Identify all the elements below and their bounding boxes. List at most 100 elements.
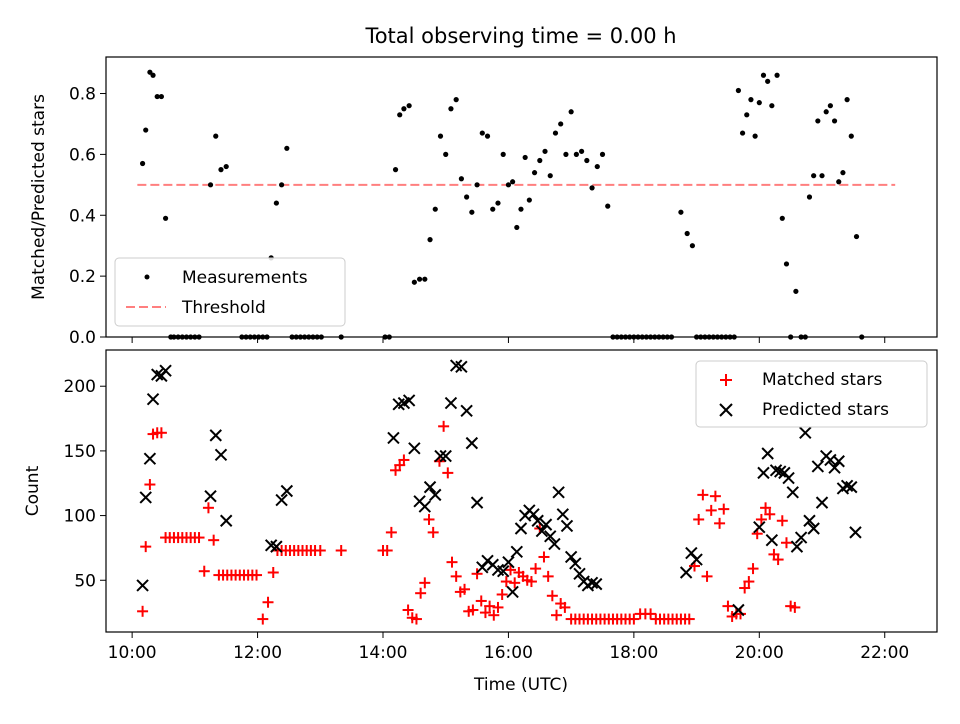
legend-measurements-label: Measurements: [182, 268, 308, 288]
predicted-star-marker: [220, 514, 233, 527]
measurement-point: [752, 133, 758, 139]
measurement-point: [223, 163, 229, 170]
matched-star-marker: [438, 420, 450, 432]
measurement-point: [819, 173, 825, 179]
top-y-tick-label: 0.4: [69, 206, 96, 226]
matched-star-marker: [718, 503, 730, 515]
matched-star-marker: [546, 590, 558, 602]
measurement-point: [514, 224, 520, 231]
measurement-point: [143, 127, 149, 133]
matched-star-marker: [257, 613, 269, 625]
measurement-point: [273, 200, 279, 206]
top-panel: Total observing time = 0.00 h Matched/Pr…: [29, 24, 938, 348]
top-legend: Measurements Threshold: [114, 257, 346, 327]
matched-star-marker: [722, 600, 734, 612]
measurement-point: [526, 197, 532, 203]
measurement-point: [563, 151, 569, 157]
measurement-point: [469, 209, 475, 215]
matched-star-marker: [509, 577, 521, 589]
predicted-star-marker: [527, 508, 540, 521]
matched-star-marker: [683, 613, 695, 625]
predicted-star-marker: [510, 545, 524, 559]
measurement-point: [689, 243, 696, 249]
measurement-point: [605, 203, 611, 209]
matched-star-marker: [198, 565, 210, 577]
matched-star-marker: [202, 502, 214, 514]
bottom-x-tick-label: 10:00: [108, 643, 157, 663]
matched-star-marker: [500, 576, 512, 588]
measurement-point: [495, 200, 501, 206]
predicted-star-marker: [506, 585, 519, 599]
measurement-point: [422, 276, 428, 282]
measurement-point: [779, 215, 785, 221]
predicted-star-marker: [548, 537, 561, 551]
predicted-star-marker: [429, 488, 442, 502]
matched-star-marker: [415, 587, 427, 599]
measurement-point: [401, 106, 407, 112]
predicted-star-marker: [387, 431, 400, 445]
predicted-star-marker: [531, 514, 544, 527]
matched-star-marker: [628, 613, 640, 625]
measurement-point: [589, 185, 595, 191]
matched-star-marker: [381, 545, 393, 557]
predicted-star-marker: [849, 526, 862, 539]
measurement-point: [739, 130, 746, 136]
matched-star-marker: [701, 570, 713, 582]
measurement-point: [542, 148, 548, 154]
predicted-star-marker: [423, 480, 437, 494]
measurement-point: [756, 100, 762, 106]
predicted-star-marker: [761, 447, 774, 460]
bottom-points: [136, 359, 862, 625]
measurement-point: [827, 103, 833, 109]
matched-star-marker: [137, 605, 149, 617]
measurement-point: [748, 97, 754, 103]
matched-star-marker: [446, 556, 458, 568]
measurement-point: [218, 167, 224, 173]
predicted-star-marker: [757, 466, 770, 480]
measurement-point: [505, 182, 512, 188]
matched-star-marker: [140, 541, 152, 553]
matched-star-marker: [442, 467, 454, 479]
measurement-point: [154, 93, 160, 100]
matched-star-marker: [471, 568, 483, 580]
matched-star-marker: [760, 502, 772, 514]
measurement-point: [811, 173, 817, 179]
measurement-point: [537, 157, 543, 164]
legend-threshold-label: Threshold: [181, 298, 266, 318]
bottom-legend-box: [695, 360, 928, 428]
measurement-point: [579, 148, 585, 154]
matched-star-marker: [780, 537, 792, 549]
matched-star-marker: [492, 601, 504, 613]
predicted-star-marker: [514, 522, 528, 535]
measurement-point: [453, 97, 459, 103]
matched-star-marker: [467, 604, 479, 616]
matched-star-marker: [764, 508, 776, 520]
matched-star-marker: [335, 545, 347, 557]
top-points: [139, 69, 865, 340]
measurement-point: [464, 194, 470, 200]
matched-star-marker: [772, 554, 784, 566]
predicted-star-marker: [782, 471, 795, 485]
bottom-y-ticks: 50 100 150 200: [64, 377, 106, 591]
measurement-point: [416, 276, 423, 282]
predicted-star-marker: [803, 514, 816, 527]
predicted-star-marker: [470, 496, 484, 509]
measurement-point: [783, 261, 790, 267]
bottom-x-tick-label: 14:00: [359, 643, 408, 663]
matched-star-marker: [755, 513, 767, 525]
measurement-point: [547, 173, 553, 179]
predicted-star-marker: [159, 364, 172, 377]
measurement-point: [510, 179, 516, 185]
predicted-star-marker: [139, 491, 152, 504]
measurement-point: [207, 182, 214, 188]
measurement-point: [458, 176, 464, 182]
bottom-y-tick-label: 200: [64, 377, 96, 397]
matched-star-marker: [530, 563, 542, 575]
measurement-point: [765, 78, 771, 84]
top-chart-title: Total observing time = 0.00 h: [364, 24, 676, 48]
predicted-star-marker: [497, 564, 510, 578]
measurement-point: [848, 133, 854, 139]
matched-star-marker: [488, 609, 500, 621]
legend-predicted-label: Predicted stars: [762, 400, 889, 420]
matched-star-marker: [155, 427, 167, 439]
